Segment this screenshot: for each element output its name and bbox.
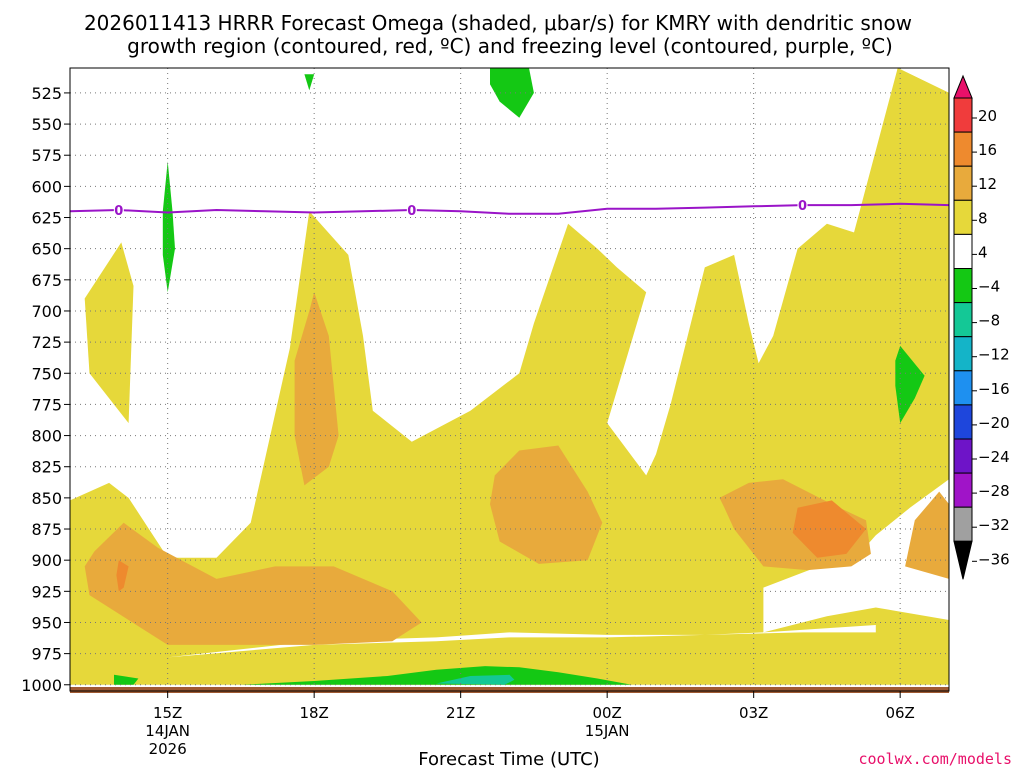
y-tick-label-775: 775 xyxy=(31,395,62,414)
colorbar-label-12: −32 xyxy=(978,516,1010,534)
x-tick-label-21Z: 21Z xyxy=(446,704,475,722)
y-tick-label-975: 975 xyxy=(31,645,62,664)
x-tick-year-15Z: 2026 xyxy=(149,740,187,758)
y-tick-label-825: 825 xyxy=(31,458,62,477)
colorbar-arrow-top xyxy=(953,74,973,99)
y-tick-label-525: 525 xyxy=(31,84,62,103)
x-tick-label-15Z: 15Z xyxy=(153,704,182,722)
y-tick-label-625: 625 xyxy=(31,209,62,228)
colorbar-label-6: −8 xyxy=(978,312,1000,330)
x-tick-date-15Z: 14JAN xyxy=(145,722,190,740)
omega-neg4-neg8-15z-surface xyxy=(114,674,139,685)
colorbar-swatch-2 xyxy=(953,131,973,167)
colorbar-swatch-7 xyxy=(953,302,973,338)
freezing-level-label-2: 0 xyxy=(798,199,807,214)
freezing-label-bg xyxy=(406,203,417,217)
omega-8-12-west xyxy=(84,522,422,645)
credit-text: coolwx.com/models xyxy=(858,750,1012,768)
chart-title-line1: 2026011413 HRRR Forecast Omega (shaded, … xyxy=(84,11,912,35)
y-tick-label-900: 900 xyxy=(31,551,62,570)
omega-12-16-15z xyxy=(116,560,129,592)
colorbar-swatch-8 xyxy=(953,336,973,372)
y-tick-label-700: 700 xyxy=(31,302,62,321)
terrain-surface-strip xyxy=(70,687,949,693)
plot-frame xyxy=(69,67,950,692)
colorbar-swatch-1 xyxy=(953,97,973,133)
omega-neg4-neg8-top xyxy=(304,74,315,91)
chart-title-line2: growth region (contoured, red, ºC) and f… xyxy=(127,34,893,58)
omega-neg8-neg12-surface xyxy=(436,674,515,685)
x-tick-label-00Z: 00Z xyxy=(592,704,621,722)
colorbar-label-13: −36 xyxy=(978,550,1010,568)
y-tick-label-550: 550 xyxy=(31,115,62,134)
freezing-label-bg xyxy=(797,198,808,212)
x-tick-label-18Z: 18Z xyxy=(299,704,328,722)
omega-12-16-03z xyxy=(792,500,866,558)
freezing-label-bg xyxy=(113,203,124,217)
x-tick-label-03Z: 03Z xyxy=(739,704,768,722)
omega-8-12-east xyxy=(905,491,949,579)
colorbar-swatch-9 xyxy=(953,370,973,406)
y-tick-label-950: 950 xyxy=(31,613,62,632)
colorbar-label-5: −4 xyxy=(978,278,1000,296)
colorbar-swatch-12 xyxy=(953,472,973,508)
colorbar-label-8: −16 xyxy=(978,380,1010,398)
colorbar-swatch-4 xyxy=(953,199,973,235)
y-tick-label-925: 925 xyxy=(31,582,62,601)
omega-neg4-neg8-22z xyxy=(490,68,534,118)
colorbar-label-10: −24 xyxy=(978,448,1010,466)
freezing-level-label-0: 0 xyxy=(114,204,123,219)
omega-neg4-neg8-surface xyxy=(240,666,632,685)
x-tick-label-06Z: 06Z xyxy=(885,704,914,722)
y-tick-label-850: 850 xyxy=(31,489,62,508)
omega-4-8-main xyxy=(70,68,949,685)
colorbar-label-0: 20 xyxy=(978,107,997,125)
y-tick-label-600: 600 xyxy=(31,177,62,196)
omega-4-8-left xyxy=(84,242,134,424)
y-tick-label-875: 875 xyxy=(31,520,62,539)
colorbar-label-3: 8 xyxy=(978,209,988,227)
omega-8-12-18z-column xyxy=(294,292,339,486)
y-tick-label-650: 650 xyxy=(31,240,62,259)
colorbar-swatch-3 xyxy=(953,165,973,201)
colorbar-swatch-5 xyxy=(953,233,973,269)
colorbar-swatch-11 xyxy=(953,438,973,474)
omega-neg4-neg8-15z xyxy=(162,161,175,293)
omega-neg4-neg8-06z xyxy=(895,345,925,424)
y-tick-label-725: 725 xyxy=(31,333,62,352)
colorbar-swatch-10 xyxy=(953,404,973,440)
y-tick-label-750: 750 xyxy=(31,364,62,383)
y-tick-label-1000: 1000 xyxy=(21,676,62,695)
omega-8-12-22z xyxy=(490,445,603,564)
y-tick-label-575: 575 xyxy=(31,146,62,165)
colorbar-swatch-6 xyxy=(953,268,973,304)
freezing-level-label-1: 0 xyxy=(407,204,416,219)
colorbar-label-7: −12 xyxy=(978,346,1010,364)
colorbar-label-9: −20 xyxy=(978,414,1010,432)
y-tick-label-675: 675 xyxy=(31,271,62,290)
colorbar-label-2: 12 xyxy=(978,175,997,193)
colorbar-label-4: 4 xyxy=(978,243,988,261)
y-tick-label-800: 800 xyxy=(31,427,62,446)
colorbar-label-11: −28 xyxy=(978,482,1010,500)
x-axis-label: Forecast Time (UTC) xyxy=(418,749,599,768)
colorbar-swatch-13 xyxy=(953,506,973,542)
x-tick-date-00Z: 15JAN xyxy=(585,722,630,740)
colorbar-arrow-bottom xyxy=(953,540,973,580)
colorbar-label-1: 16 xyxy=(978,141,997,159)
